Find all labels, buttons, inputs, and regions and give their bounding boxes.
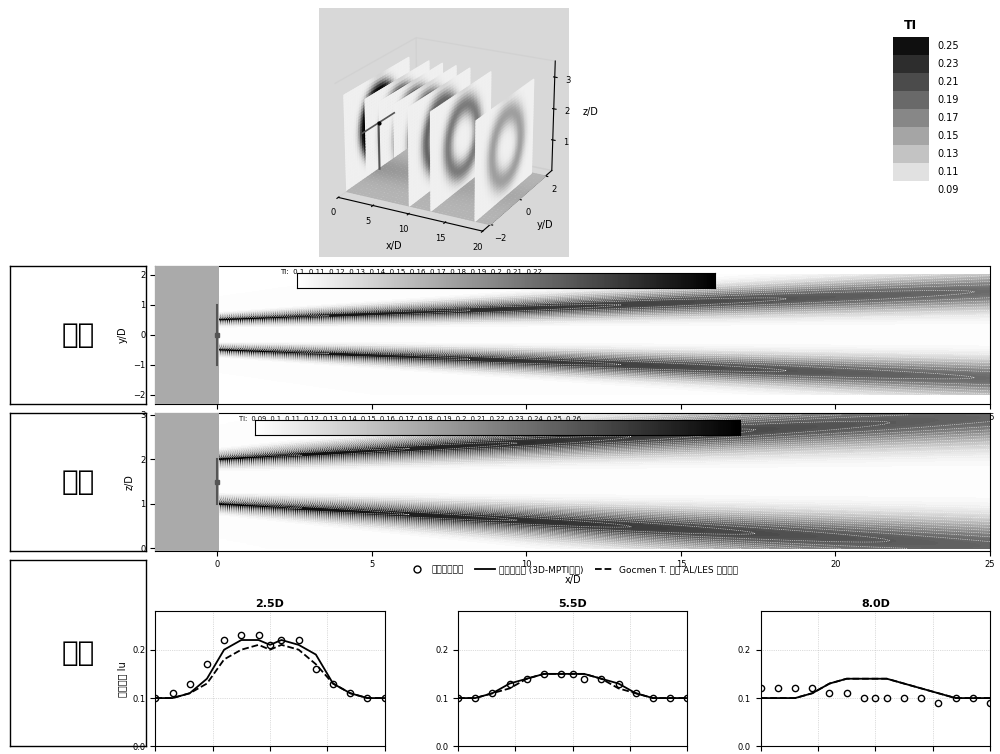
- Y-axis label: 湍流强度 Iu: 湍流强度 Iu: [117, 661, 127, 697]
- Text: 0.09: 0.09: [937, 185, 958, 195]
- Text: TI:  0.09  0.1  0.11  0.12  0.13  0.14  0.15  0.16  0.17  0.18  0.19  0.2  0.21 : TI: 0.09 0.1 0.11 0.12 0.13 0.14 0.15 0.…: [239, 416, 581, 422]
- Bar: [155, 410, 219, 553]
- X-axis label: x/D: x/D: [564, 575, 581, 585]
- Text: 0.21: 0.21: [937, 78, 958, 87]
- Title: 5.5D: 5.5D: [558, 599, 587, 608]
- Text: 0.25: 0.25: [937, 41, 959, 51]
- Text: 三维: 三维: [61, 320, 94, 348]
- Text: 0.17: 0.17: [937, 113, 958, 124]
- Text: TI:  0.1  0.11  0.12  0.13  0.14  0.15  0.16  0.17  0.18  0.19  0.2  0.21  0.22: TI: 0.1 0.11 0.12 0.13 0.14 0.15 0.16 0.…: [281, 269, 543, 275]
- Text: 0.11: 0.11: [937, 167, 958, 177]
- Bar: [893, 109, 929, 127]
- X-axis label: x/D: x/D: [385, 241, 402, 251]
- Text: TI: TI: [904, 20, 917, 32]
- Y-axis label: y/D: y/D: [537, 220, 554, 230]
- Title: 8.0D: 8.0D: [861, 599, 890, 608]
- Title: 2.5D: 2.5D: [256, 599, 284, 608]
- Bar: [893, 182, 929, 200]
- Y-axis label: y/D: y/D: [118, 326, 128, 343]
- Text: 二维: 二维: [61, 467, 94, 495]
- X-axis label: x/D: x/D: [564, 428, 581, 438]
- Text: 0.23: 0.23: [937, 60, 958, 69]
- Text: 0.15: 0.15: [937, 131, 958, 142]
- Bar: [893, 56, 929, 73]
- Legend: 外场测量数据, 本发明计算 (3D-MPTI模型), Gocmen T. 基于 AL/LES 数值模拟: 外场测量数据, 本发明计算 (3D-MPTI模型), Gocmen T. 基于 …: [404, 562, 742, 578]
- Bar: [893, 146, 929, 164]
- Bar: [893, 164, 929, 182]
- Text: 一维: 一维: [61, 639, 94, 667]
- Text: 0.13: 0.13: [937, 149, 958, 160]
- Bar: [893, 38, 929, 56]
- Text: 0.19: 0.19: [937, 96, 958, 106]
- Bar: [893, 91, 929, 109]
- Y-axis label: z/D: z/D: [125, 474, 135, 489]
- Bar: [893, 73, 929, 91]
- Bar: [155, 265, 219, 403]
- Bar: [893, 127, 929, 146]
